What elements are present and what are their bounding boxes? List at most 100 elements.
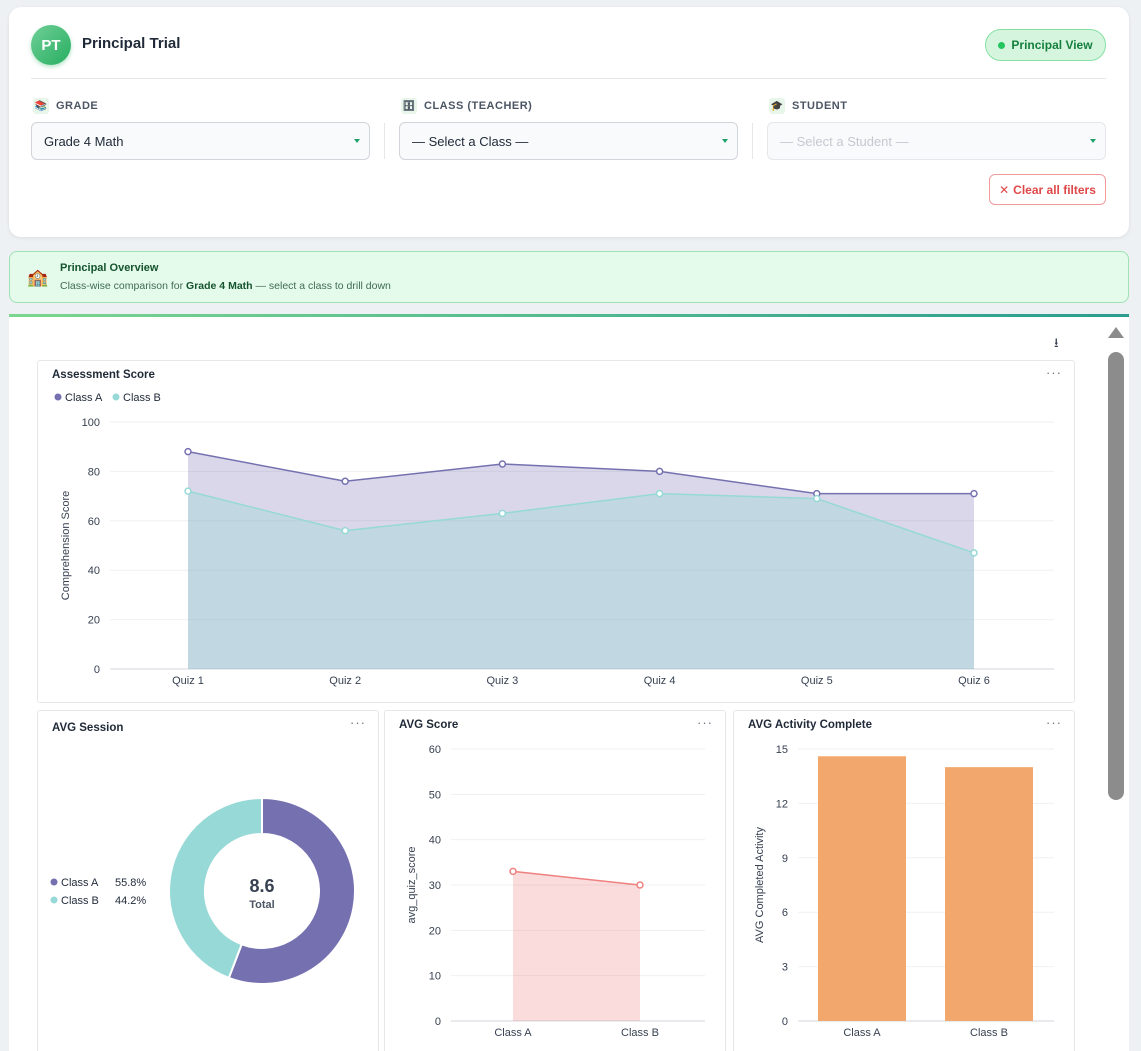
avg-activity-card: 0 3 6 9 12 15 Class A Class B AVG Completed Acti… — [733, 710, 1075, 1051]
legend-marker — [50, 896, 58, 904]
more-options-icon[interactable]: ··· — [350, 715, 366, 730]
scroll-up-arrow[interactable] — [1108, 327, 1124, 338]
class-filter-label: 🗄 CLASS (TEACHER) — [401, 98, 532, 114]
class-select-value: — Select a Class — — [412, 133, 529, 149]
student-select[interactable]: — Select a Student — — [767, 122, 1106, 160]
more-options-icon[interactable]: ··· — [1046, 365, 1062, 380]
data-point — [655, 489, 664, 498]
clear-filters-button[interactable]: ✕ Clear all filters — [989, 174, 1106, 205]
data-point — [498, 509, 507, 518]
x-tick-label: Quiz 1 — [172, 675, 204, 687]
score-line — [512, 870, 641, 886]
y-axis-label: Comprehension Score — [60, 491, 72, 600]
y-axis-label: avg_quiz_score — [406, 846, 418, 923]
x-tick-label: Class A — [494, 1027, 532, 1039]
y-tick-label: 30 — [429, 880, 441, 892]
donut-center-label: Total — [249, 899, 274, 911]
pie-slice-class-b — [168, 796, 263, 980]
overview-sub-suffix: — select a class to drill down — [252, 280, 391, 292]
series-area-class-a — [188, 451, 974, 669]
pie-slice-class-a — [227, 796, 356, 985]
x-tick-label: Quiz 4 — [644, 675, 676, 687]
chart-title: AVG Activity Complete — [748, 719, 872, 731]
x-tick-label: Class B — [621, 1027, 659, 1039]
y-tick-label: 12 — [776, 798, 788, 810]
student-label-text: STUDENT — [792, 100, 848, 112]
x-tick-label: Class A — [843, 1027, 881, 1039]
legend-marker — [50, 878, 58, 886]
overview-title: Principal Overview — [60, 262, 159, 274]
more-options-icon[interactable]: ··· — [1046, 715, 1062, 730]
grade-select-value: Grade 4 Math — [44, 133, 124, 149]
data-point — [341, 477, 349, 486]
overview-sub-prefix: Class-wise comparison for — [60, 280, 187, 292]
y-tick-label: 40 — [88, 565, 100, 577]
y-tick-label: 20 — [88, 615, 100, 627]
y-tick-label: 9 — [782, 853, 788, 865]
grade-select[interactable]: Grade 4 Math — [31, 122, 370, 160]
chart-title: AVG Score — [399, 719, 459, 731]
class-select[interactable]: — Select a Class — — [399, 122, 738, 160]
chart-title: Assessment Score — [52, 369, 155, 381]
dashboard-panel: ⭳ 0 20 40 60 80 100 Quiz 1 Quiz 2 Quiz 3 Quiz 4 Qu… — [9, 314, 1129, 1051]
y-tick-label: 60 — [88, 516, 100, 528]
clear-filters-label: Clear all filters — [1013, 182, 1096, 197]
x-tick-label: Quiz 2 — [329, 675, 361, 687]
view-badge-label: Principal View — [1011, 38, 1093, 52]
bar — [818, 756, 906, 1021]
header-divider — [31, 78, 1106, 79]
close-icon: ✕ — [999, 182, 1010, 197]
bar — [945, 767, 1033, 1021]
cloud-download-icon[interactable]: ⭳ — [1054, 335, 1059, 350]
avatar: PT — [31, 25, 71, 65]
grade-filter-label: 📚 GRADE — [33, 98, 98, 114]
y-tick-label: 0 — [435, 1016, 441, 1028]
data-point — [341, 526, 349, 535]
chevron-down-icon — [1090, 139, 1096, 143]
principal-overview-banner: 🏫 Principal Overview Class-wise comparis… — [9, 251, 1129, 303]
donut-center-value: 8.6 — [249, 876, 274, 896]
y-tick-label: 20 — [429, 925, 441, 937]
avg-activity-chart: 0 3 6 9 12 15 Class A Class B AVG Completed Acti… — [754, 744, 1054, 1039]
y-tick-label: 60 — [429, 744, 441, 756]
grade-label-text: GRADE — [56, 100, 99, 112]
data-point — [813, 494, 821, 503]
y-tick-label: 6 — [782, 907, 788, 919]
legend-label: Class B — [123, 392, 161, 404]
books-icon: 📚 — [33, 98, 49, 114]
legend-marker — [112, 393, 120, 401]
x-tick-label: Quiz 3 — [487, 675, 519, 687]
avg-score-chart: 0 10 20 30 40 50 60 Class A Class B avg_quiz_scor… — [406, 744, 705, 1039]
filter-header-card: PT Principal Trial Principal View 📚 GRAD… — [9, 7, 1129, 237]
overview-sub-grade: Grade 4 Math — [186, 280, 253, 292]
legend-percent: 55.8% — [115, 877, 146, 889]
class-label-text: CLASS (TEACHER) — [424, 100, 533, 112]
y-tick-label: 0 — [94, 664, 100, 676]
legend-label: Class A — [61, 877, 99, 889]
filter-divider — [384, 123, 385, 159]
legend-label: Class A — [65, 392, 103, 404]
chevron-down-icon — [354, 139, 360, 143]
chevron-down-icon — [722, 139, 728, 143]
legend-percent: 44.2% — [115, 895, 146, 907]
data-point — [970, 549, 978, 557]
y-tick-label: 10 — [429, 971, 441, 983]
scrollbar-thumb[interactable] — [1108, 352, 1124, 800]
avg-session-chart: 8.6 Total Class A 55.8% Class B 44.2% — [50, 796, 356, 985]
series-line-class-b — [187, 490, 975, 554]
more-options-icon[interactable]: ··· — [697, 715, 713, 730]
data-point — [636, 881, 644, 889]
x-tick-label: Quiz 6 — [958, 675, 990, 687]
y-tick-label: 3 — [782, 962, 788, 974]
data-point — [655, 467, 664, 476]
page-title: Principal Trial — [82, 35, 181, 52]
school-icon: 🏫 — [27, 268, 49, 287]
y-axis-label: AVG Completed Activity — [754, 827, 766, 943]
x-tick-label: Class B — [970, 1027, 1008, 1039]
series-area-class-b — [188, 491, 974, 669]
chart-title: AVG Session — [52, 722, 124, 734]
principal-view-badge[interactable]: Principal View — [985, 29, 1106, 61]
x-tick-label: Quiz 5 — [801, 675, 833, 687]
y-tick-label: 15 — [776, 744, 788, 756]
legend-marker — [54, 393, 62, 401]
